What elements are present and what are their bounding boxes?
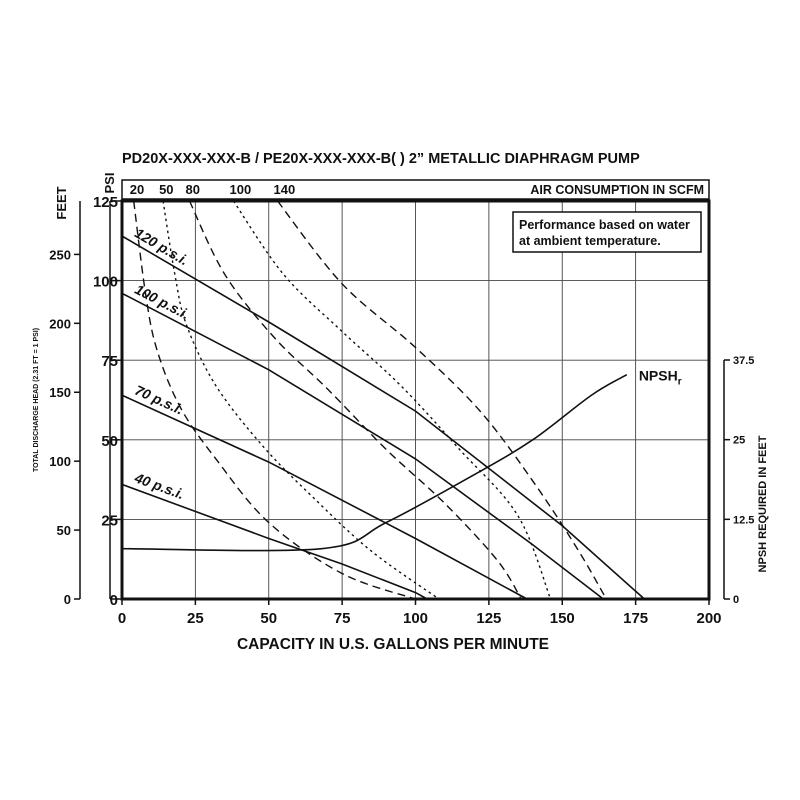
series-line-100-p-s-i [121, 292, 604, 600]
series-label-100-p-s-i: 100 p.s.i. [132, 281, 192, 323]
top-tick-label: 50 [159, 182, 173, 197]
npsh-tick-label: 12.5 [733, 514, 754, 526]
x-tick-label: 150 [550, 610, 575, 627]
feet-tick-label: 0 [64, 592, 71, 607]
note-line-2: at ambient temperature. [519, 234, 661, 248]
x-tick-label: 175 [623, 610, 648, 627]
psi-tick-label: 125 [93, 194, 118, 211]
x-tick-label: 200 [696, 610, 721, 627]
feet-axis-label: TOTAL DISCHARGE HEAD (2.31 FT = 1 PSI) [33, 328, 40, 472]
grid [122, 201, 709, 599]
curves-layer: 120 p.s.i.100 p.s.i.70 p.s.i.40 p.s.i.NP… [121, 200, 682, 600]
psi-tick-label: 50 [101, 433, 118, 450]
series-line-70-p-s-i [121, 394, 528, 600]
air-consumption-curve-140 [277, 200, 607, 600]
npsh-axis: 0 12.5 25 37.5 [723, 355, 754, 606]
note-box [512, 211, 702, 253]
x-tick-label: 50 [260, 610, 277, 627]
psi-tick-label: 0 [110, 592, 118, 609]
top-tick-label: 20 [130, 182, 144, 197]
npsh-tick-label: 37.5 [733, 355, 754, 367]
x-axis: 0 25 50 75 100 125 150 175 200 [118, 599, 722, 627]
npsh-tick-label: 25 [733, 435, 745, 447]
top-axis-label: AIR CONSUMPTION IN SCFM [530, 183, 704, 197]
psi-axis: 0 25 50 75 100 125 [93, 194, 122, 609]
feet-axis: 0 50 100 150 200 250 [49, 201, 81, 607]
psi-axis-label: PSI [102, 173, 117, 194]
series-line-40-p-s-i [121, 483, 428, 600]
x-tick-label: 75 [334, 610, 351, 627]
npsh-axis-label: NPSH REQUIRED IN FEET [757, 435, 769, 572]
x-axis-label: CAPACITY IN U.S. GALLONS PER MINUTE [237, 636, 549, 653]
psi-tick-label: 75 [101, 353, 118, 370]
npsh-tick-label: 0 [733, 594, 739, 606]
x-tick-label: 25 [187, 610, 204, 627]
feet-axis-unit-label: FEET [54, 186, 69, 219]
feet-tick-label: 200 [49, 316, 71, 331]
series-line-120-p-s-i [121, 235, 645, 600]
x-tick-label: 125 [476, 610, 501, 627]
series-label-npshr: NPSHr [639, 368, 682, 388]
note-line-1: Performance based on water [519, 218, 690, 232]
chart-title: PD20X-XXX-XXX-B / PE20X-XXX-XXX-B( ) 2” … [122, 151, 640, 167]
air-consumption-curve-20 [133, 200, 416, 600]
top-tick-label: 100 [230, 182, 252, 197]
psi-tick-label: 25 [101, 512, 118, 529]
feet-tick-label: 100 [49, 454, 71, 469]
series-line-npshr [121, 374, 628, 552]
top-tick-labels: 20 50 80 100 140 [130, 182, 296, 197]
psi-tick-label: 100 [93, 274, 118, 291]
top-tick-label: 80 [186, 182, 200, 197]
air-consumption-curve-100 [232, 200, 552, 600]
feet-tick-label: 150 [49, 385, 71, 400]
air-consumption-curve-80 [188, 200, 522, 600]
x-tick-label: 0 [118, 610, 126, 627]
top-tick-label: 140 [274, 182, 296, 197]
x-tick-label: 100 [403, 610, 428, 627]
air-consumption-curve-50 [162, 200, 440, 600]
feet-tick-label: 50 [57, 523, 71, 538]
scfm-strip [121, 179, 710, 200]
feet-tick-label: 250 [49, 247, 71, 262]
